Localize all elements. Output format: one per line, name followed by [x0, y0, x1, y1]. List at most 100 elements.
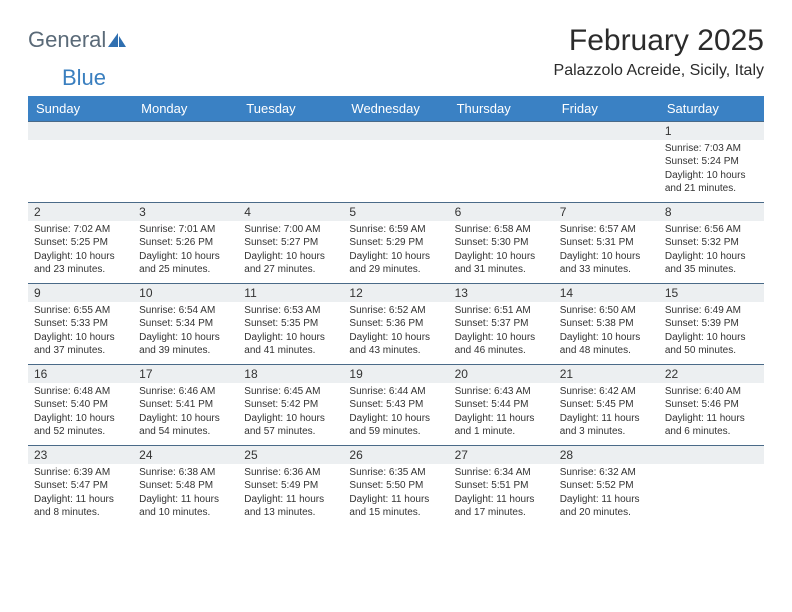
day-number-cell: 27	[449, 445, 554, 464]
daylight-text: and 46 minutes.	[455, 344, 548, 358]
title-block: February 2025 Palazzolo Acreide, Sicily,…	[554, 24, 764, 80]
day-detail-row: Sunrise: 6:39 AMSunset: 5:47 PM Daylight:…	[28, 464, 764, 526]
sunset-text: Sunset: 5:43 PM	[349, 398, 442, 412]
day-number-row: 2345678	[28, 202, 764, 221]
daylight-text: and 59 minutes.	[349, 425, 442, 439]
day-detail-cell: Sunrise: 6:58 AMSunset: 5:30 PMDaylight:…	[449, 221, 554, 284]
sunset-text: Sunset: 5:25 PM	[34, 236, 127, 250]
daylight-text: and 48 minutes.	[560, 344, 653, 358]
day-number-cell	[554, 121, 659, 140]
sunrise-text: Sunrise: 6:50 AM	[560, 304, 653, 318]
daylight-text: Daylight: 10 hours	[244, 412, 337, 426]
daylight-text: Daylight: 10 hours	[455, 250, 548, 264]
day-number-cell: 19	[343, 364, 448, 383]
day-number-cell: 8	[659, 202, 764, 221]
daylight-text: Daylight: 10 hours	[665, 250, 758, 264]
sunrise-text: Sunrise: 6:35 AM	[349, 466, 442, 480]
calendar-table: Sunday Monday Tuesday Wednesday Thursday…	[28, 96, 764, 526]
day-detail-row: Sunrise: 7:02 AMSunset: 5:25 PMDaylight:…	[28, 221, 764, 284]
sunrise-text: Sunrise: 6:55 AM	[34, 304, 127, 318]
daylight-text: and 39 minutes.	[139, 344, 232, 358]
daylight-text: and 10 minutes.	[139, 506, 232, 520]
logo: General Blue	[28, 30, 128, 88]
day-detail-cell: Sunrise: 6:49 AMSunset: 5:39 PMDaylight:…	[659, 302, 764, 365]
sunrise-text: Sunrise: 6:40 AM	[665, 385, 758, 399]
sunrise-text: Sunrise: 6:45 AM	[244, 385, 337, 399]
daylight-text: and 15 minutes.	[349, 506, 442, 520]
sunset-text: Sunset: 5:34 PM	[139, 317, 232, 331]
daylight-text: and 13 minutes.	[244, 506, 337, 520]
daylight-text: Daylight: 10 hours	[139, 331, 232, 345]
sail-icon	[106, 31, 128, 49]
day-number-row: 232425262728	[28, 445, 764, 464]
day-number-cell: 9	[28, 283, 133, 302]
sunset-text: Sunset: 5:39 PM	[665, 317, 758, 331]
daylight-text: and 8 minutes.	[34, 506, 127, 520]
day-number-row: 9101112131415	[28, 283, 764, 302]
daylight-text: and 52 minutes.	[34, 425, 127, 439]
calendar-body: 1Sunrise: 7:03 AMSunset: 5:24 PMDaylight…	[28, 121, 764, 526]
daylight-text: Daylight: 11 hours	[665, 412, 758, 426]
day-number-cell: 13	[449, 283, 554, 302]
sunset-text: Sunset: 5:26 PM	[139, 236, 232, 250]
day-number-cell: 28	[554, 445, 659, 464]
daylight-text: and 20 minutes.	[560, 506, 653, 520]
sunset-text: Sunset: 5:48 PM	[139, 479, 232, 493]
sunrise-text: Sunrise: 7:01 AM	[139, 223, 232, 237]
sunrise-text: Sunrise: 6:46 AM	[139, 385, 232, 399]
sunrise-text: Sunrise: 6:57 AM	[560, 223, 653, 237]
sunset-text: Sunset: 5:41 PM	[139, 398, 232, 412]
day-detail-cell: Sunrise: 6:36 AMSunset: 5:49 PMDaylight:…	[238, 464, 343, 526]
daylight-text: Daylight: 10 hours	[34, 412, 127, 426]
sunset-text: Sunset: 5:47 PM	[34, 479, 127, 493]
weekday-header-row: Sunday Monday Tuesday Wednesday Thursday…	[28, 96, 764, 122]
daylight-text: and 23 minutes.	[34, 263, 127, 277]
calendar-page: General Blue February 2025 Palazzolo Acr…	[0, 0, 792, 546]
day-number-cell: 7	[554, 202, 659, 221]
sunrise-text: Sunrise: 6:42 AM	[560, 385, 653, 399]
daylight-text: Daylight: 11 hours	[560, 493, 653, 507]
daylight-text: Daylight: 11 hours	[244, 493, 337, 507]
day-number-row: 16171819202122	[28, 364, 764, 383]
sunrise-text: Sunrise: 6:51 AM	[455, 304, 548, 318]
sunrise-text: Sunrise: 6:59 AM	[349, 223, 442, 237]
daylight-text: Daylight: 10 hours	[455, 331, 548, 345]
daylight-text: and 37 minutes.	[34, 344, 127, 358]
daylight-text: Daylight: 10 hours	[139, 412, 232, 426]
day-detail-cell: Sunrise: 6:34 AMSunset: 5:51 PMDaylight:…	[449, 464, 554, 526]
weekday-header: Sunday	[28, 96, 133, 122]
day-number-cell: 3	[133, 202, 238, 221]
day-number-cell	[343, 121, 448, 140]
day-number-cell: 5	[343, 202, 448, 221]
daylight-text: and 35 minutes.	[665, 263, 758, 277]
daylight-text: Daylight: 10 hours	[560, 331, 653, 345]
daylight-text: and 54 minutes.	[139, 425, 232, 439]
day-detail-cell: Sunrise: 6:46 AMSunset: 5:41 PMDaylight:…	[133, 383, 238, 446]
daylight-text: Daylight: 10 hours	[349, 250, 442, 264]
sunrise-text: Sunrise: 6:39 AM	[34, 466, 127, 480]
logo-text-blue: Blue	[62, 68, 106, 88]
day-detail-cell	[659, 464, 764, 526]
sunset-text: Sunset: 5:24 PM	[665, 155, 758, 169]
day-detail-cell: Sunrise: 6:57 AMSunset: 5:31 PMDaylight:…	[554, 221, 659, 284]
weekday-header: Saturday	[659, 96, 764, 122]
sunset-text: Sunset: 5:40 PM	[34, 398, 127, 412]
day-number-cell: 15	[659, 283, 764, 302]
day-detail-cell	[238, 140, 343, 203]
day-detail-row: Sunrise: 6:48 AMSunset: 5:40 PMDaylight:…	[28, 383, 764, 446]
day-detail-cell	[554, 140, 659, 203]
day-number-cell: 17	[133, 364, 238, 383]
daylight-text: Daylight: 11 hours	[455, 493, 548, 507]
day-detail-cell: Sunrise: 7:01 AMSunset: 5:26 PMDaylight:…	[133, 221, 238, 284]
day-detail-cell	[133, 140, 238, 203]
day-detail-cell: Sunrise: 6:42 AMSunset: 5:45 PMDaylight:…	[554, 383, 659, 446]
day-detail-cell: Sunrise: 6:38 AMSunset: 5:48 PMDaylight:…	[133, 464, 238, 526]
day-detail-cell: Sunrise: 6:40 AMSunset: 5:46 PMDaylight:…	[659, 383, 764, 446]
day-detail-cell	[449, 140, 554, 203]
weekday-header: Wednesday	[343, 96, 448, 122]
day-number-cell	[659, 445, 764, 464]
daylight-text: and 3 minutes.	[560, 425, 653, 439]
daylight-text: and 6 minutes.	[665, 425, 758, 439]
sunrise-text: Sunrise: 7:03 AM	[665, 142, 758, 156]
weekday-header: Tuesday	[238, 96, 343, 122]
